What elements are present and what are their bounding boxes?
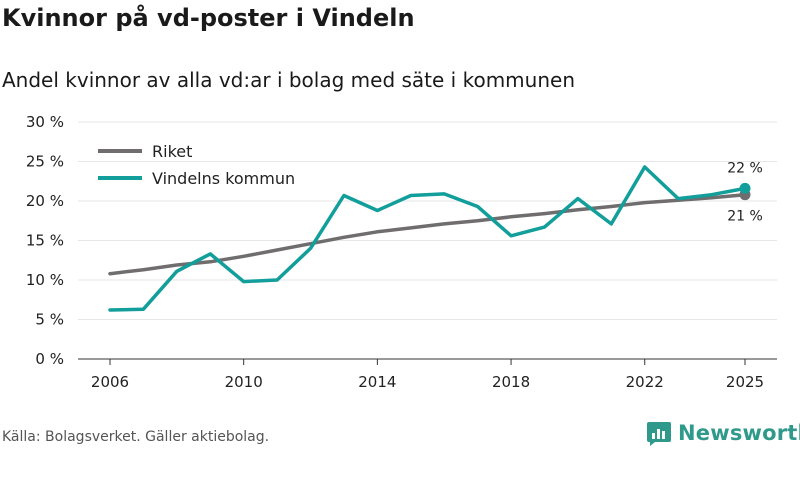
end-point-vindeln [739, 182, 751, 194]
brand-name: Newsworthy [678, 421, 800, 445]
legend-label-vindeln: Vindelns kommun [152, 169, 295, 188]
x-tick-label: 2014 [358, 373, 396, 391]
y-tick-label: 25 % [26, 153, 64, 171]
x-tick-label: 2022 [626, 373, 664, 391]
chart-subtitle: Andel kvinnor av alla vd:ar i bolag med … [2, 68, 575, 92]
legend-label-riket: Riket [152, 142, 192, 161]
x-tick-label: 2018 [492, 373, 530, 391]
x-tick-label: 2006 [91, 373, 129, 391]
end-label-riket: 21 % [727, 209, 763, 225]
y-tick-label: 5 % [35, 311, 64, 329]
y-tick-label: 0 % [35, 350, 64, 368]
source-note: Källa: Bolagsverket. Gäller aktiebolag. [2, 429, 270, 445]
series-line-riket [108, 192, 747, 276]
y-tick-label: 20 % [26, 192, 64, 210]
brand-logo[interactable]: Newsworthy [646, 420, 800, 446]
x-tick-label: 2025 [726, 373, 764, 391]
x-tick-label: 2010 [225, 373, 263, 391]
y-tick-label: 10 % [26, 271, 64, 289]
y-tick-label: 15 % [26, 232, 64, 250]
newsworthy-logo-icon [647, 422, 671, 446]
end-label-vindeln: 22 % [727, 160, 763, 176]
series-line-vindeln [108, 165, 747, 312]
chart-title: Kvinnor på vd-poster i Vindeln [2, 4, 415, 32]
line-chart: 0 % 5 % 10 % 15 % 20 % 25 % 30 % 2006 2010 2014 20… [26, 113, 777, 391]
y-tick-label: 30 % [26, 113, 64, 131]
